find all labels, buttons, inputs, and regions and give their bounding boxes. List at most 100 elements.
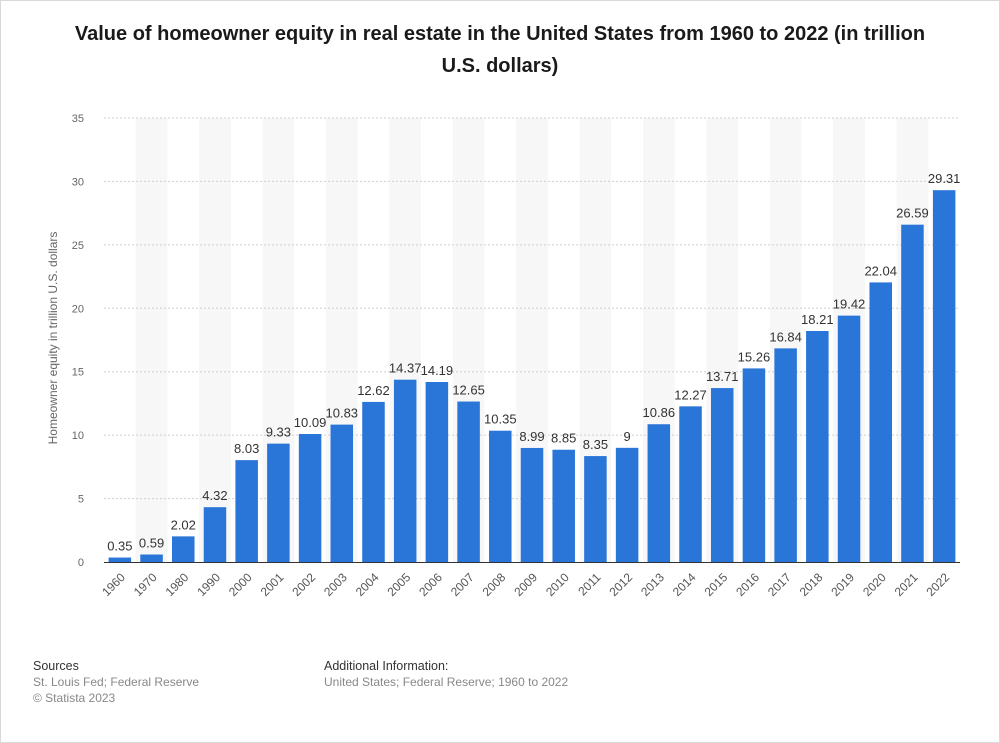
bar-2012[interactable] bbox=[615, 447, 639, 562]
sources-text: St. Louis Fed; Federal Reserve bbox=[33, 675, 200, 689]
value-label: 15.26 bbox=[738, 349, 771, 364]
x-tick-label: 2007 bbox=[448, 570, 477, 599]
x-tick-label: 2018 bbox=[797, 570, 826, 599]
value-label: 12.65 bbox=[452, 383, 485, 398]
copyright-text: © Statista 2023 bbox=[33, 691, 116, 705]
bar-2017[interactable] bbox=[774, 348, 797, 562]
x-tick-label: 2016 bbox=[733, 570, 762, 599]
value-label: 16.84 bbox=[769, 329, 802, 344]
bar-1960[interactable] bbox=[108, 557, 132, 562]
x-tick-label: 2001 bbox=[258, 570, 287, 599]
bar-2018[interactable] bbox=[806, 330, 829, 562]
bar-2016[interactable] bbox=[742, 368, 766, 562]
value-label: 29.31 bbox=[928, 171, 961, 186]
x-tick-label: 2022 bbox=[923, 570, 952, 599]
bar-2006[interactable] bbox=[425, 381, 449, 562]
bar-1970[interactable] bbox=[140, 554, 163, 562]
bars bbox=[108, 190, 956, 563]
value-label: 0.59 bbox=[139, 536, 164, 551]
bar-2007[interactable] bbox=[457, 401, 480, 562]
x-tick-label: 2011 bbox=[575, 570, 603, 598]
bar-2000[interactable] bbox=[235, 460, 258, 562]
x-tick-label: 2009 bbox=[511, 570, 540, 599]
value-label: 8.85 bbox=[551, 431, 576, 446]
value-label: 12.27 bbox=[674, 387, 707, 402]
column-band bbox=[199, 118, 231, 562]
value-label: 0.35 bbox=[107, 539, 132, 554]
x-tick-label: 2002 bbox=[289, 570, 318, 599]
value-label: 9.33 bbox=[266, 425, 291, 440]
x-tick-label: 2006 bbox=[416, 570, 445, 599]
value-label: 14.19 bbox=[421, 363, 454, 378]
x-tick-label: 1960 bbox=[99, 570, 128, 599]
bar-2001[interactable] bbox=[267, 443, 290, 562]
y-tick-label: 30 bbox=[72, 176, 84, 188]
bar-2010[interactable] bbox=[552, 449, 575, 562]
y-tick-label: 25 bbox=[72, 240, 84, 252]
bar-2004[interactable] bbox=[362, 401, 385, 562]
value-label: 10.86 bbox=[643, 405, 676, 420]
value-label: 22.04 bbox=[864, 263, 897, 278]
bar-2015[interactable] bbox=[710, 388, 734, 562]
bar-2005[interactable] bbox=[393, 379, 417, 562]
bar-2019[interactable] bbox=[837, 315, 861, 562]
x-tick-label: 2015 bbox=[702, 570, 731, 599]
value-label: 8.99 bbox=[519, 429, 544, 444]
column-band bbox=[135, 118, 168, 562]
x-tick-label: 2014 bbox=[670, 570, 699, 599]
x-tick-label: 2012 bbox=[606, 570, 635, 599]
value-label: 26.59 bbox=[896, 206, 929, 221]
value-label: 8.03 bbox=[234, 441, 259, 456]
x-tick-label: 2010 bbox=[543, 570, 572, 599]
bar-2022[interactable] bbox=[932, 190, 956, 563]
bar-2014[interactable] bbox=[679, 406, 702, 562]
bar-2003[interactable] bbox=[330, 424, 354, 562]
additional-info-block: Additional Information: United States; F… bbox=[324, 658, 568, 690]
y-tick-label: 35 bbox=[72, 113, 84, 125]
bar-2002[interactable] bbox=[298, 434, 322, 562]
y-tick-label: 0 bbox=[78, 557, 84, 569]
x-tick-label: 1980 bbox=[163, 570, 192, 599]
value-label: 2.02 bbox=[171, 517, 196, 532]
value-label: 14.37 bbox=[389, 361, 422, 376]
value-label: 10.35 bbox=[484, 412, 517, 427]
x-tick-label: 2005 bbox=[385, 570, 414, 599]
additional-info-text: United States; Federal Reserve; 1960 to … bbox=[324, 675, 569, 689]
bar-1990[interactable] bbox=[203, 507, 227, 562]
y-tick-label: 5 bbox=[78, 494, 84, 506]
bar-1980[interactable] bbox=[172, 536, 195, 562]
bar-2013[interactable] bbox=[647, 424, 671, 562]
value-label: 18.21 bbox=[801, 312, 834, 327]
value-label: 10.83 bbox=[326, 406, 359, 421]
x-tick-label: 2020 bbox=[860, 570, 889, 599]
y-tick-label: 20 bbox=[72, 303, 84, 315]
bar-2011[interactable] bbox=[584, 456, 607, 562]
bar-2020[interactable] bbox=[869, 282, 892, 562]
bar-2021[interactable] bbox=[901, 224, 924, 562]
additional-info-heading: Additional Information: bbox=[324, 659, 449, 673]
x-tick-label: 2019 bbox=[828, 570, 857, 599]
y-tick-label: 10 bbox=[72, 430, 84, 442]
x-tick-label: 2000 bbox=[226, 570, 255, 599]
bar-2008[interactable] bbox=[489, 430, 512, 562]
chart-title: Value of homeowner equity in real estate… bbox=[74, 23, 926, 77]
x-tick-label: 2004 bbox=[353, 570, 382, 599]
bar-2009[interactable] bbox=[520, 447, 544, 562]
x-tick-label: 2013 bbox=[638, 570, 667, 599]
value-label: 9 bbox=[623, 429, 630, 444]
y-axis-ticks: 0 5 10 15 20 25 30 35 bbox=[72, 113, 84, 569]
x-tick-label: 2021 bbox=[892, 570, 921, 599]
sources-heading: Sources bbox=[33, 659, 79, 673]
y-axis-label: Homeowner equity in trillion U.S. dollar… bbox=[46, 232, 60, 445]
sources-block: Sources St. Louis Fed; Federal Reserve ©… bbox=[33, 658, 199, 706]
x-axis-ticks: 1960 1970 1980 1990 2000 2001 2002 2003 2004 2005… bbox=[99, 570, 952, 599]
value-label: 12.62 bbox=[357, 383, 390, 398]
x-tick-label: 2017 bbox=[765, 570, 794, 599]
x-tick-label: 1990 bbox=[194, 570, 223, 599]
value-label: 10.09 bbox=[294, 415, 327, 430]
x-tick-label: 2003 bbox=[321, 570, 350, 599]
value-label: 4.32 bbox=[202, 488, 227, 503]
y-tick-label: 15 bbox=[72, 367, 84, 379]
x-tick-label: 2008 bbox=[480, 570, 509, 599]
